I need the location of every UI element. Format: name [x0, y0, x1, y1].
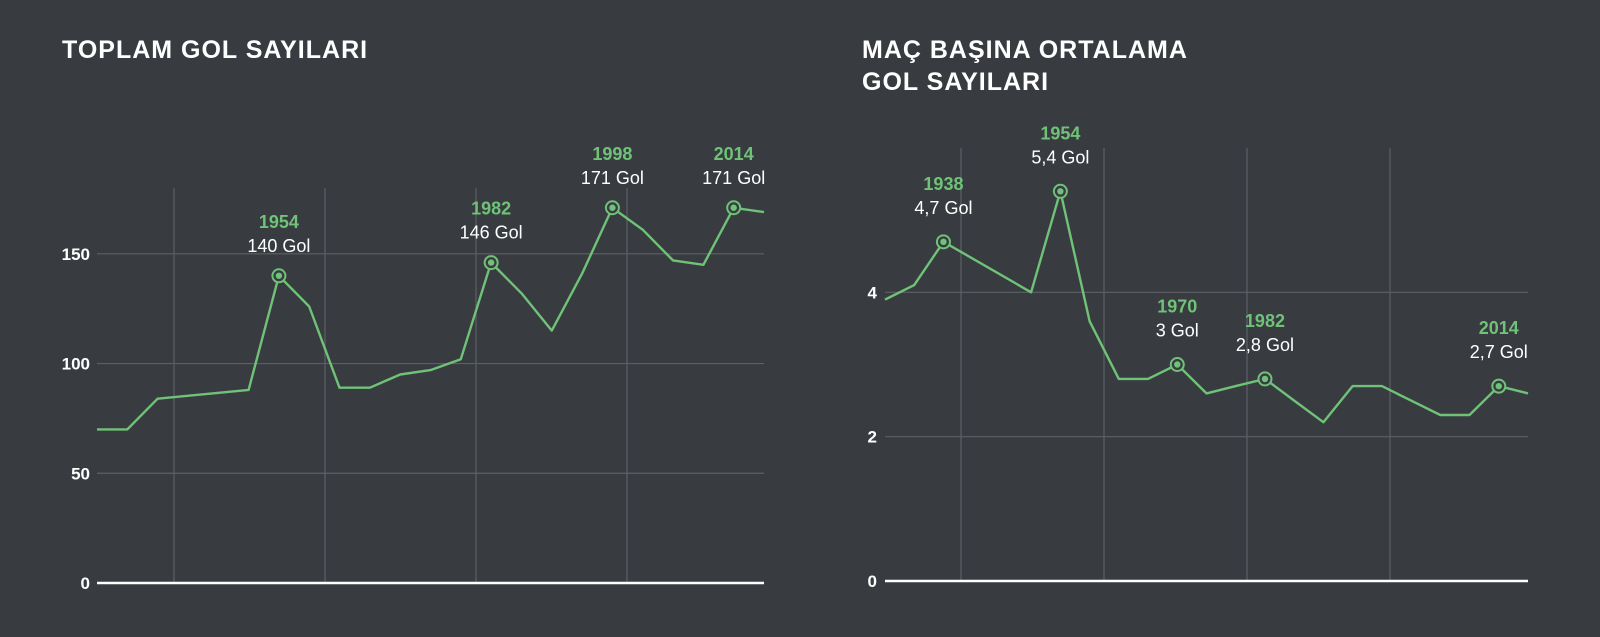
y-tick-label: 4 — [868, 283, 878, 302]
annotation-value: 4,7 Gol — [914, 198, 972, 218]
chart-title-line: MAÇ BAŞINA ORTALAMA — [862, 36, 1188, 64]
annotation-year: 1970 — [1157, 297, 1197, 317]
annotation-year: 1982 — [471, 199, 511, 219]
annotation-year: 1954 — [1040, 123, 1080, 143]
highlight-marker-dot — [1261, 375, 1269, 383]
chart-title-total-goals: TOPLAM GOL SAYILARI — [62, 34, 368, 66]
highlight-marker-dot — [609, 204, 616, 211]
chart-panel-1: 0 50 100 150 1954 140 Gol 1982 146 Gol 1998 171 G… — [62, 144, 766, 593]
series-line — [97, 206, 765, 431]
highlight-marker-dot — [487, 259, 495, 266]
highlight-marker-dot — [275, 272, 283, 279]
annotation-year: 2014 — [1479, 318, 1519, 338]
annotation-year: 1998 — [592, 144, 632, 164]
chart-title-line: TOPLAM GOL SAYILARI — [62, 36, 369, 64]
y-tick-label: 2 — [868, 428, 877, 447]
annotation-value: 171 Gol — [581, 168, 644, 188]
annotation-year: 1938 — [923, 174, 963, 194]
chart-title-line: GOL SAYILARI — [862, 68, 1050, 96]
y-tick-label: 0 — [868, 572, 877, 591]
chart-title-average-goals: MAÇ BAŞINA ORTALAMA GOL SAYILARI — [862, 34, 1188, 98]
highlight-marker-dot — [730, 204, 737, 211]
annotation-year: 1954 — [259, 212, 299, 232]
y-tick-label: 100 — [62, 355, 90, 374]
annotation-value: 146 Gol — [460, 223, 523, 243]
highlight-marker-dot — [1057, 188, 1064, 195]
y-tick-label: 0 — [81, 574, 90, 593]
highlight-marker-dot — [1495, 382, 1502, 390]
annotation-value: 5,4 Gol — [1031, 147, 1089, 167]
annotation-value: 3 Gol — [1156, 321, 1199, 341]
annotation-value: 2,8 Gol — [1236, 335, 1294, 355]
annotation-value: 2,7 Gol — [1470, 342, 1528, 362]
annotation-year: 1982 — [1245, 311, 1285, 331]
y-tick-label: 50 — [71, 464, 90, 483]
chart-panel-2: 0 2 4 1938 4,7 Gol 1954 5,4 Gol 1970 3 Gol 1982 2,… — [868, 123, 1529, 591]
y-tick-label: 150 — [62, 245, 90, 264]
highlight-marker-dot — [1174, 361, 1181, 368]
annotation-year: 2014 — [714, 144, 754, 164]
annotation-value: 140 Gol — [247, 236, 310, 256]
highlight-marker-dot — [940, 238, 947, 246]
annotation-value: 171 Gol — [702, 168, 765, 188]
series-line — [884, 190, 1529, 424]
